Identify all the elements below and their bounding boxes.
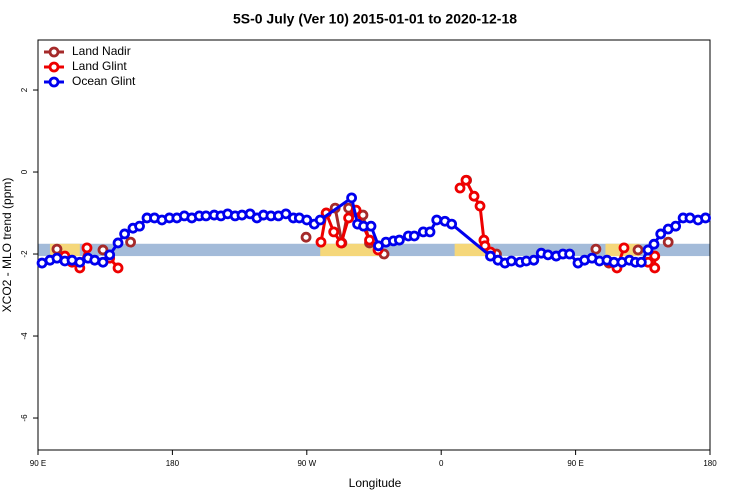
data-point xyxy=(104,249,116,261)
data-point xyxy=(468,190,480,202)
data-point xyxy=(97,256,109,268)
data-point xyxy=(112,237,124,249)
data-point xyxy=(542,249,554,261)
y-tick-label: -4 xyxy=(20,332,29,340)
legend-marker xyxy=(48,46,60,58)
data-point xyxy=(365,220,377,232)
data-point xyxy=(393,234,405,246)
data-point xyxy=(328,226,340,238)
data-point xyxy=(408,230,420,242)
y-tick-label: -6 xyxy=(20,414,29,422)
legend-marker xyxy=(48,76,60,88)
data-point xyxy=(649,262,661,274)
data-point xyxy=(51,243,63,255)
chart-title: 5S-0 July (Ver 10) 2015-01-01 to 2020-12… xyxy=(233,11,517,27)
x-tick-label: 90 E xyxy=(567,459,583,468)
data-point xyxy=(655,228,667,240)
legend-label: Land Nadir xyxy=(72,44,131,58)
data-point xyxy=(670,220,682,232)
data-point xyxy=(590,243,602,255)
data-point xyxy=(454,182,466,194)
data-point xyxy=(343,212,355,224)
data-point xyxy=(632,244,644,256)
data-point xyxy=(564,248,576,260)
y-tick-label: 0 xyxy=(20,169,29,174)
data-point xyxy=(505,255,517,267)
data-point xyxy=(97,244,109,256)
data-point xyxy=(662,236,674,248)
data-point xyxy=(474,200,486,212)
data-point xyxy=(460,174,472,186)
data-point xyxy=(424,226,436,238)
data-point xyxy=(89,254,101,266)
data-point xyxy=(635,256,647,268)
data-point xyxy=(364,234,375,246)
legend-marker xyxy=(48,61,60,73)
legend-label: Land Glint xyxy=(72,59,127,73)
data-point xyxy=(315,236,327,248)
y-tick-label: -2 xyxy=(20,250,29,258)
data-point xyxy=(236,209,248,221)
data-point xyxy=(346,192,358,204)
data-point xyxy=(618,242,630,254)
data-point xyxy=(81,242,93,254)
data-point xyxy=(125,236,136,248)
x-tick-label: 90 W xyxy=(297,459,316,468)
data-point xyxy=(431,214,443,226)
data-point xyxy=(200,210,212,222)
plot-frame xyxy=(37,39,711,451)
y-axis-label: XCO2 - MLO trend (ppm) xyxy=(0,178,14,313)
data-point xyxy=(642,244,654,256)
data-point xyxy=(134,220,145,232)
x-tick-label: 90 E xyxy=(30,459,46,468)
data-point xyxy=(112,262,124,274)
data-point xyxy=(648,238,660,250)
data-point xyxy=(74,256,86,268)
land-band xyxy=(320,243,380,257)
x-tick-label: 180 xyxy=(166,459,180,468)
data-point xyxy=(528,254,540,266)
data-point xyxy=(119,228,131,240)
data-point xyxy=(700,212,711,224)
y-tick-label: 2 xyxy=(20,87,29,92)
data-point xyxy=(335,237,347,249)
data-point xyxy=(314,214,326,226)
data-point xyxy=(446,218,458,230)
x-tick-label: 180 xyxy=(703,459,717,468)
x-tick-label: 0 xyxy=(439,459,444,468)
legend-label: Ocean Glint xyxy=(72,74,136,88)
x-axis-label: Longitude xyxy=(349,476,402,490)
data-point xyxy=(300,231,312,243)
data-point xyxy=(649,250,661,262)
